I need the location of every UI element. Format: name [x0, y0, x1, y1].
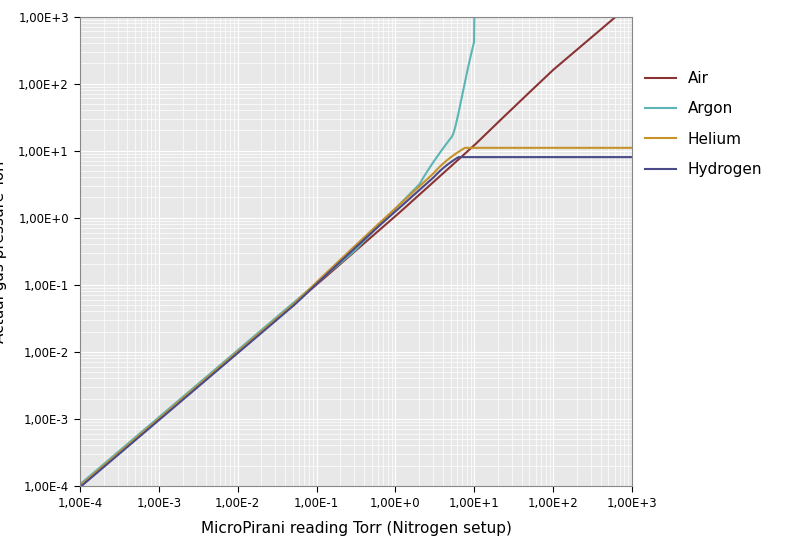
Hydrogen [627, 154, 637, 161]
Air [75, 482, 85, 489]
Air [611, 13, 621, 20]
Line: Hydrogen: Hydrogen [80, 157, 632, 486]
Air [510, 103, 519, 110]
Line: Helium: Helium [80, 148, 632, 486]
Hydrogen [510, 154, 520, 161]
Hydrogen [344, 251, 354, 257]
Argon [329, 266, 338, 272]
Argon [344, 253, 354, 259]
Helium [627, 145, 637, 151]
Argon [510, 13, 520, 20]
Helium [103, 459, 113, 465]
Y-axis label: Actual gas pressure Torr: Actual gas pressure Torr [0, 159, 7, 343]
Legend: Air, Argon, Helium, Hydrogen: Air, Argon, Helium, Hydrogen [645, 71, 762, 177]
Hydrogen [75, 482, 85, 489]
Helium [329, 263, 338, 269]
Line: Air: Air [80, 17, 632, 486]
Argon [611, 13, 621, 20]
Helium [611, 145, 621, 151]
Helium [344, 249, 354, 256]
Line: Argon: Argon [80, 17, 632, 484]
Air [329, 267, 338, 273]
Air [103, 459, 113, 465]
Air [344, 254, 354, 261]
Helium [75, 482, 85, 489]
Hydrogen [611, 154, 621, 161]
Helium [510, 145, 520, 151]
Air [611, 13, 621, 20]
Hydrogen [329, 264, 338, 271]
Argon [611, 13, 621, 20]
Hydrogen [611, 154, 621, 161]
Hydrogen [454, 154, 463, 161]
Air [627, 13, 637, 20]
Argon [103, 457, 113, 464]
Argon [75, 481, 85, 487]
Argon [470, 13, 479, 20]
Helium [461, 145, 470, 151]
Argon [627, 13, 637, 20]
Air [611, 13, 621, 20]
X-axis label: MicroPirani reading Torr (Nitrogen setup): MicroPirani reading Torr (Nitrogen setup… [201, 521, 511, 536]
Helium [611, 145, 621, 151]
Hydrogen [103, 460, 113, 466]
